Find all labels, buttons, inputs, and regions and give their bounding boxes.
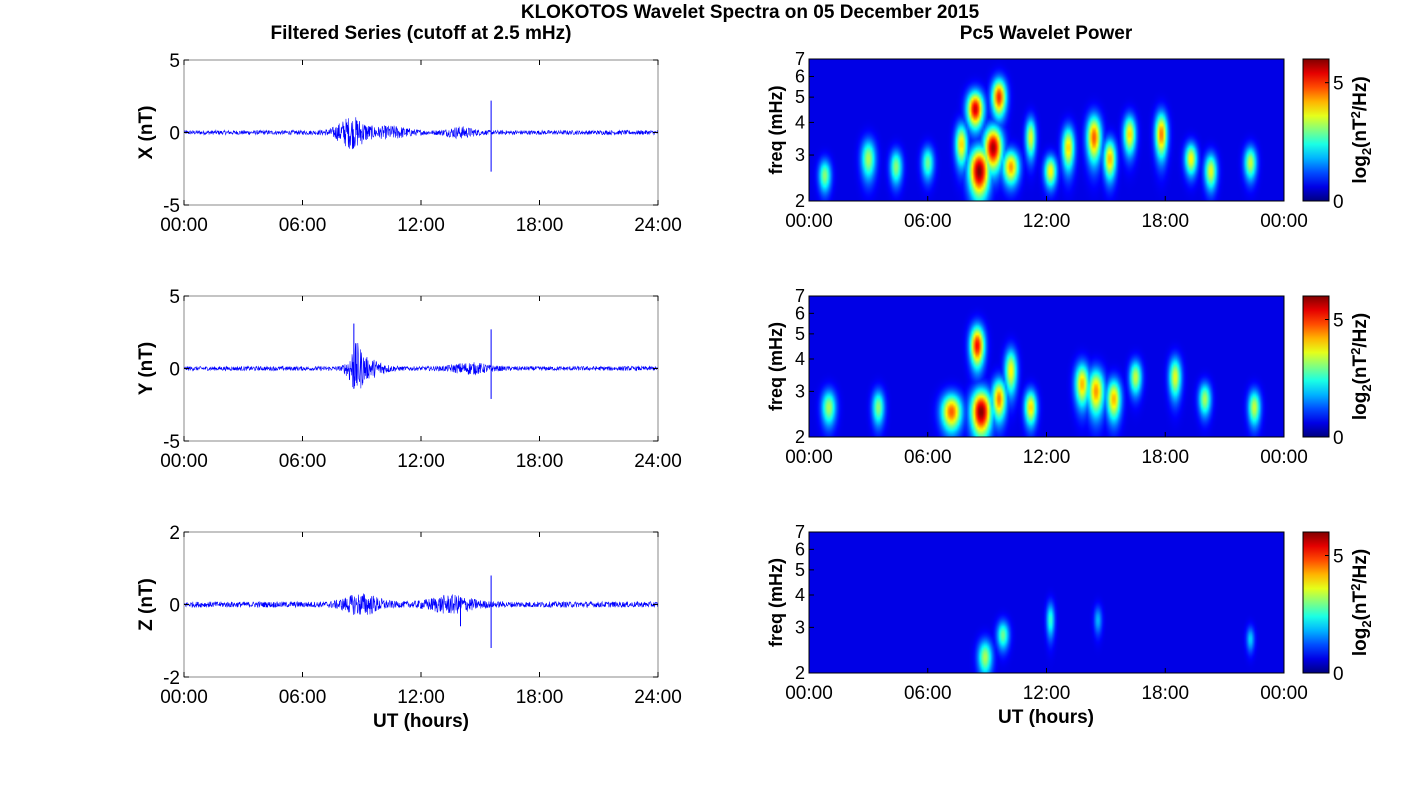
y-tick-label: 0 [169,124,180,145]
figure-title: KLOKOTOS Wavelet Spectra on 05 December … [521,2,980,23]
x-tick-label: 06:00 [279,215,327,236]
y-axis-label: freq (mHz) [766,558,786,647]
colorbar [1302,531,1330,674]
y-tick-label: 4 [795,349,805,369]
y-tick-label: 6 [795,303,805,323]
x-tick-label: 12:00 [397,215,445,236]
x-tick-label: 18:00 [1141,211,1189,232]
x-tick-label: 18:00 [1141,683,1189,704]
x-tick-label: 06:00 [279,451,327,472]
x-tick-label: 00:00 [785,211,833,232]
y-tick-label: 0 [169,596,180,617]
x-tick-label: 18:00 [516,451,564,472]
x-tick-label: 18:00 [516,687,564,708]
y-tick-label: 7 [795,286,805,306]
colorbar-tick-label: 0 [1333,664,1344,685]
wavelet-power-image [809,532,1284,673]
wavelet-power-image [809,296,1284,437]
x-tick-label: 00:00 [160,687,208,708]
x-tick-label: 06:00 [904,211,952,232]
y-tick-label: 6 [795,539,805,559]
right-column-title: Pc5 Wavelet Power [960,23,1133,44]
y-axis-label: freq (mHz) [766,322,786,411]
y-tick-label: 3 [795,381,805,401]
colorbar-tick-label: 0 [1333,192,1344,213]
wavelet-power-image [809,59,1284,201]
y-tick-label: 4 [795,585,805,605]
y-tick-label: 2 [795,191,805,211]
y-axis-label: Y (nT) [136,342,157,395]
y-tick-label: 4 [795,112,805,132]
timeseries-panel-x: 00:00 06:00 12:00 18:00 24:00 -5 0 5 X (nT) [136,51,682,236]
colorbar-tick-label: 5 [1333,547,1344,568]
y-axis-label: Z (nT) [136,578,157,631]
x-tick-label: 12:00 [1023,447,1071,468]
y-tick-label: 5 [169,287,180,308]
signal-trace [183,593,659,615]
y-tick-label: 5 [795,560,805,580]
y-tick-label: 2 [795,663,805,683]
y-tick-label: 5 [795,324,805,344]
x-tick-label: 24:00 [634,451,682,472]
x-tick-label: 06:00 [904,683,952,704]
y-axis-label: X (nT) [136,106,157,160]
y-tick-label: 2 [795,427,805,447]
y-axis-label: freq (mHz) [766,85,786,174]
y-tick-label: 5 [169,51,180,72]
y-tick-label: 7 [795,522,805,542]
x-tick-label: 12:00 [397,451,445,472]
colorbar-tick-label: 0 [1333,428,1344,449]
signal-trace [183,117,659,150]
x-tick-label: 24:00 [634,687,682,708]
x-tick-label: 06:00 [904,447,952,468]
x-tick-label: 18:00 [1141,447,1189,468]
x-tick-label: 00:00 [1260,211,1308,232]
x-tick-label: 12:00 [1023,211,1071,232]
y-tick-label: 3 [795,145,805,165]
left-xlabel: UT (hours) [373,711,469,732]
colorbar [1302,295,1330,438]
x-tick-label: 06:00 [279,687,327,708]
x-tick-label: 18:00 [516,215,564,236]
right-xlabel: UT (hours) [998,707,1094,728]
colorbar-label: log2(nT2/Hz) [1348,313,1374,420]
x-tick-label: 00:00 [160,215,208,236]
colorbar-label: log2(nT2/Hz) [1348,76,1374,183]
left-column-title: Filtered Series (cutoff at 2.5 mHz) [271,23,572,44]
y-tick-label: 6 [795,66,805,86]
x-tick-label: 00:00 [785,447,833,468]
x-tick-label: 00:00 [160,451,208,472]
x-tick-label: 12:00 [1023,683,1071,704]
colorbar [1302,58,1330,202]
x-tick-label: 24:00 [634,215,682,236]
y-tick-label: 7 [795,49,805,69]
timeseries-panel-z: 00:00 06:00 12:00 18:00 24:00 -2 0 2 Z (nT) [136,523,682,708]
y-tick-label: 5 [795,87,805,107]
y-tick-label: -2 [163,668,180,689]
colorbar-tick-label: 5 [1333,311,1344,332]
colorbar-tick-label: 5 [1333,74,1344,95]
y-tick-label: -5 [163,432,180,453]
x-tick-label: 00:00 [785,683,833,704]
colorbar-label: log2(nT2/Hz) [1348,549,1374,656]
x-tick-label: 00:00 [1260,447,1308,468]
y-tick-label: -5 [163,196,180,217]
x-tick-label: 00:00 [1260,683,1308,704]
x-tick-label: 12:00 [397,687,445,708]
signal-trace [183,343,659,389]
y-tick-label: 0 [169,360,180,381]
y-tick-label: 2 [169,523,180,544]
timeseries-panel-y: 00:00 06:00 12:00 18:00 24:00 -5 0 5 Y (nT) [136,287,682,472]
y-tick-label: 3 [795,617,805,637]
